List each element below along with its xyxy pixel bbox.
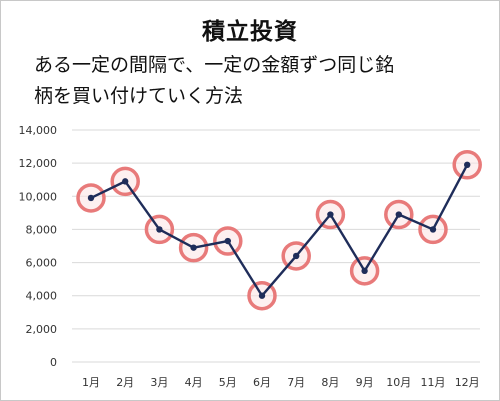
- y-axis-ticks: 0 2,000 4,000 6,000 8,000 10,000 12,000 14,000: [19, 124, 58, 369]
- x-tick-label: 1月: [82, 376, 100, 389]
- data-point: [156, 226, 162, 232]
- x-tick-label: 12月: [455, 376, 480, 389]
- y-tick-label: 0: [50, 356, 57, 369]
- data-point: [190, 244, 196, 250]
- x-tick-label: 9月: [356, 376, 374, 389]
- data-point: [259, 293, 265, 299]
- x-tick-label: 7月: [287, 376, 305, 389]
- x-tick-label: 4月: [185, 376, 203, 389]
- x-tick-label: 5月: [219, 376, 237, 389]
- y-tick-label: 8,000: [26, 223, 58, 236]
- data-point: [361, 268, 367, 274]
- x-tick-label: 10月: [386, 376, 411, 389]
- x-tick-label: 6月: [253, 376, 271, 389]
- x-tick-label: 11月: [421, 376, 446, 389]
- data-point: [122, 178, 128, 184]
- x-tick-label: 2月: [116, 376, 134, 389]
- x-tick-label: 8月: [321, 376, 339, 389]
- y-tick-label: 2,000: [26, 323, 58, 336]
- y-tick-label: 10,000: [19, 190, 58, 203]
- data-point: [327, 211, 333, 217]
- data-point: [293, 253, 299, 259]
- data-point: [225, 238, 231, 244]
- x-tick-label: 3月: [150, 376, 168, 389]
- gridlines: [72, 130, 480, 362]
- y-tick-label: 4,000: [26, 290, 58, 303]
- y-tick-label: 14,000: [19, 124, 58, 137]
- y-tick-label: 6,000: [26, 257, 58, 270]
- data-point: [88, 195, 94, 201]
- data-point: [464, 162, 470, 168]
- x-axis-ticks: 1月 2月 3月 4月 5月 6月 7月 8月 9月 10月 11月 12月: [82, 376, 480, 389]
- data-point: [396, 211, 402, 217]
- data-point: [430, 226, 436, 232]
- y-tick-label: 12,000: [19, 157, 58, 170]
- highlight-circles: [78, 152, 480, 309]
